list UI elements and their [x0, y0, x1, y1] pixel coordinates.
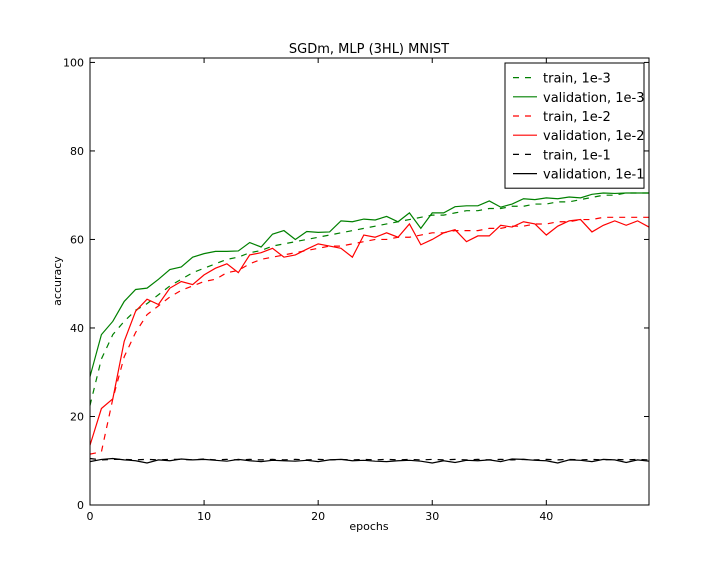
series-line-4 [89, 218, 650, 446]
plot-frame [89, 57, 650, 506]
x-tick-label: 40 [539, 510, 553, 523]
legend: train, 1e-3 validation, 1e-3 train, 1e-2 va… [504, 62, 645, 189]
y-tick-label: 80 [70, 145, 84, 158]
series-line-2 [89, 192, 649, 377]
x-axis-label: epochs [349, 520, 388, 533]
series-line-5 [89, 457, 650, 461]
x-tick-label: 30 [425, 510, 439, 523]
legend-box [504, 62, 645, 189]
legend-label: train, 1e-1 [543, 148, 611, 163]
chart-title: SGDm, MLP (3HL) MNIST [289, 42, 449, 57]
y-tick-label: 20 [70, 410, 84, 423]
y-tick-label: 100 [63, 56, 84, 69]
legend-label: train, 1e-2 [543, 110, 611, 125]
y-tick-label: 40 [70, 322, 84, 335]
series-line-6 [89, 457, 650, 464]
series-line-3 [89, 216, 649, 455]
legend-label: validation, 1e-1 [543, 168, 645, 183]
axes-layer: 0 10 20 30 40 0 20 40 60 80 100 [63, 56, 650, 523]
x-tick-label: 20 [311, 510, 325, 523]
legend-label: validation, 1e-3 [543, 91, 645, 106]
x-tick-label: 0 [87, 510, 94, 523]
y-axis-label: accuracy [51, 256, 64, 306]
legend-label: train, 1e-3 [543, 72, 611, 87]
legend-label: validation, 1e-2 [543, 129, 645, 144]
series-layer [89, 192, 650, 464]
y-tick-label: 0 [77, 499, 84, 512]
y-tick-label: 60 [70, 233, 84, 246]
x-tick-label: 10 [197, 510, 211, 523]
